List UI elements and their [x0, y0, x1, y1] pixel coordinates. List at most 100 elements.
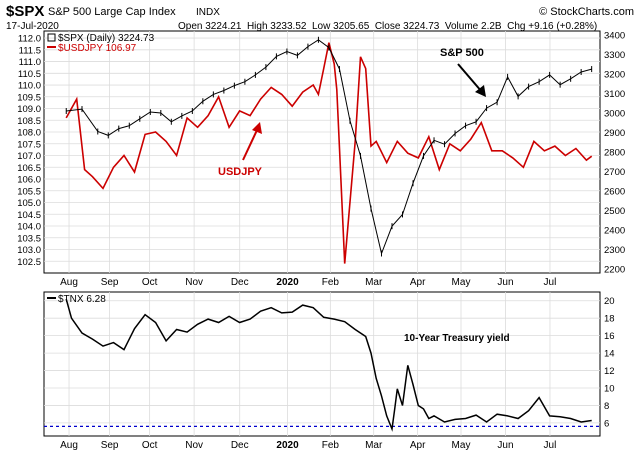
chart-date: 17-Jul-2020 — [6, 21, 59, 32]
yield-series — [65, 298, 592, 432]
usdjpy-tick-label: 111.5 — [19, 45, 41, 56]
date-tick-label: 2020 — [276, 440, 299, 451]
spx-tick-label: 2800 — [604, 148, 625, 159]
usdjpy-tick-label: 104.5 — [17, 210, 41, 221]
chart-symbol: $SPX — [6, 3, 44, 20]
usdjpy-tick-label: 112.0 — [18, 34, 41, 45]
spx-line — [66, 39, 592, 256]
tnx-tick-label: 6 — [604, 418, 609, 429]
tnx-tick-label: 18 — [604, 314, 615, 325]
date-tick-label: Feb — [322, 440, 340, 451]
usdjpy-tick-label: 109.5 — [17, 92, 41, 103]
spx-annotation: S&P 500 — [440, 47, 484, 59]
spx-arrowhead-icon — [475, 85, 486, 97]
usdjpy-tick-label: 110.5 — [18, 69, 41, 80]
date-tick-label: Nov — [185, 440, 203, 451]
usdjpy-tick-label: 107.0 — [17, 151, 41, 162]
price-panel-frame — [43, 30, 601, 274]
usdjpy-tick-label: 103.5 — [17, 233, 41, 244]
date-tick-label: Jul — [544, 440, 557, 451]
date-tick-label: Feb — [322, 277, 340, 288]
usdjpy-line — [65, 42, 593, 264]
spx-tick-label: 3100 — [604, 89, 625, 100]
usdjpy-tick-label: 105.0 — [17, 198, 41, 209]
chart-title: S&P 500 Large Cap Index — [48, 6, 176, 18]
tnx-tick-label: 10 — [604, 384, 615, 395]
price-series — [65, 36, 593, 264]
usdjpy-annotation: USDJPY — [218, 166, 263, 178]
usdjpy-tick-label: 105.5 — [17, 186, 41, 197]
spx-legend-label: $SPX (Daily) 3224.73 — [58, 33, 155, 44]
usdjpy-tick-label: 109.0 — [17, 104, 41, 115]
date-tick-label: Jun — [497, 277, 513, 288]
usdjpy-tick-label: 107.5 — [17, 139, 41, 150]
date-tick-label: Jun — [497, 440, 513, 451]
date-tick-label: Apr — [410, 440, 426, 451]
tnx-axis: 6 8 10 12 14 16 18 20 — [604, 296, 615, 429]
date-tick-label: Mar — [365, 277, 383, 288]
spx-tick-label: 2600 — [604, 187, 625, 198]
spx-tick-label: 3400 — [604, 30, 625, 41]
spx-axis: 2200 2300 2400 2500 2600 2700 2800 2900 3000 3100… — [604, 30, 625, 275]
usdjpy-tick-label: 108.0 — [17, 128, 41, 139]
tnx-tick-label: 20 — [604, 296, 615, 307]
spx-tick-label: 2500 — [604, 206, 625, 217]
tnx-legend-label: $TNX 6.28 — [58, 294, 106, 305]
usdjpy-legend-label: $USDJPY 106.97 — [58, 43, 137, 54]
usdjpy-axis: 102.5103.0103.5104.0104.5105.0105.5106.0… — [17, 34, 41, 268]
yield-grid — [44, 292, 600, 436]
date-tick-label: Aug — [60, 277, 78, 288]
usdjpy-tick-label: 108.5 — [17, 116, 41, 127]
spx-tick-label: 3000 — [604, 108, 625, 119]
date-tick-label: Nov — [185, 277, 203, 288]
usdjpy-arrowhead-icon — [252, 122, 262, 134]
date-tick-label: Sep — [101, 277, 119, 288]
spx-tick-label: 3200 — [604, 69, 625, 80]
spx-legend-swatch — [47, 33, 56, 42]
date-tick-label: May — [452, 277, 471, 288]
price-date-axis: Aug Sep Oct Nov Dec 2020 Feb Mar Apr May Jun Jul — [60, 277, 556, 288]
usdjpy-tick-label: 110.0 — [18, 81, 41, 92]
date-tick-label: Sep — [101, 440, 119, 451]
price-legend: $SPX (Daily) 3224.73 $USDJPY 106.97 — [47, 33, 155, 54]
date-tick-label: Jul — [544, 277, 557, 288]
yield-panel-frame — [43, 291, 601, 437]
yield-panel: 6 8 10 12 14 16 18 20 Aug Sep Oct Nov Dec 2020 Feb Mar… — [43, 291, 615, 451]
date-tick-label: Mar — [365, 440, 383, 451]
tnx-tick-label: 16 — [604, 331, 615, 342]
usdjpy-annotation-arrow — [242, 127, 259, 161]
brand-logo: © StockCharts.com — [539, 6, 634, 18]
price-panel: 102.5103.0103.5104.0104.5105.0105.5106.0… — [17, 30, 625, 288]
chart-exchange: INDX — [196, 7, 220, 18]
spx-tick-label: 2700 — [604, 167, 625, 178]
price-grid — [44, 31, 600, 273]
usdjpy-tick-label: 111.0 — [19, 57, 41, 68]
usdjpy-tick-label: 106.5 — [17, 163, 41, 174]
usdjpy-tick-label: 103.0 — [17, 245, 41, 256]
date-tick-label: Apr — [410, 277, 426, 288]
date-tick-label: Dec — [231, 440, 249, 451]
tnx-tick-label: 12 — [604, 366, 615, 377]
spx-annotation-arrow — [457, 63, 483, 93]
spx-tick-label: 2400 — [604, 226, 625, 237]
spx-tick-label: 2900 — [604, 128, 625, 139]
spx-tick-label: 2200 — [604, 265, 625, 276]
tnx-tick-label: 8 — [604, 401, 609, 412]
date-tick-label: Oct — [142, 277, 158, 288]
tnx-annotation: 10-Year Treasury yield — [404, 333, 510, 344]
usdjpy-tick-label: 102.5 — [17, 257, 41, 268]
date-tick-label: Oct — [142, 440, 158, 451]
yield-date-axis: Aug Sep Oct Nov Dec 2020 Feb Mar Apr May Jun Jul — [60, 440, 556, 451]
usdjpy-tick-label: 104.0 — [17, 222, 41, 233]
usdjpy-tick-label: 106.0 — [17, 175, 41, 186]
spx-tick-label: 3300 — [604, 50, 625, 61]
date-tick-label: Dec — [231, 277, 249, 288]
spx-tick-label: 2300 — [604, 245, 625, 256]
date-tick-label: Aug — [60, 440, 78, 451]
ohlc-readout: Open 3224.21 High 3233.52 Low 3205.65 Cl… — [178, 21, 597, 32]
date-tick-label: 2020 — [276, 277, 299, 288]
tnx-tick-label: 14 — [604, 349, 615, 360]
tnx-line — [65, 298, 592, 432]
date-tick-label: May — [452, 440, 471, 451]
